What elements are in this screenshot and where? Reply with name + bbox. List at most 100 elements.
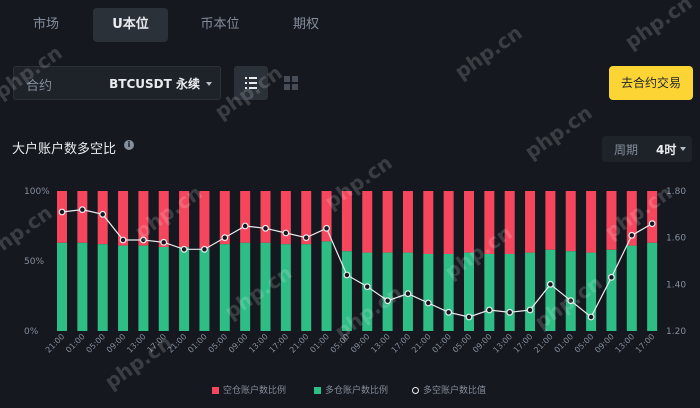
ratio-point xyxy=(526,306,534,314)
short-bar xyxy=(586,191,597,253)
x-axis-tick-label: 17:00 xyxy=(390,332,413,355)
x-axis-tick-label: 05:00 xyxy=(207,332,230,355)
short-bar xyxy=(423,191,434,254)
x-axis-tick-label: 01:00 xyxy=(430,332,453,355)
long-bar xyxy=(626,245,637,331)
right-axis-tick-label: 1.60 xyxy=(666,234,686,244)
x-axis-tick-label: 21:00 xyxy=(44,332,67,355)
legend-short[interactable]: 空仓账户数比例 xyxy=(212,383,286,396)
ratio-point xyxy=(241,222,249,230)
contract-value: BTCUSDT 永续 xyxy=(109,77,200,91)
x-axis-tick-label: 01:00 xyxy=(552,332,575,355)
info-icon[interactable]: i xyxy=(124,140,134,150)
long-bar xyxy=(362,252,373,331)
list-icon xyxy=(245,77,257,89)
x-axis-tick-label: 05:00 xyxy=(451,332,474,355)
long-bar xyxy=(525,252,536,331)
ratio-point xyxy=(445,308,453,316)
period-label: 周期 xyxy=(614,143,639,157)
x-axis-tick-label: 17:00 xyxy=(512,332,535,355)
left-axis-tick-label: 100% xyxy=(24,187,50,197)
short-bar xyxy=(565,191,576,252)
x-axis-tick-label: 21:00 xyxy=(532,332,555,355)
long-bar xyxy=(382,252,393,331)
tab-options[interactable]: 期权 xyxy=(292,17,319,32)
long-bar xyxy=(586,252,597,331)
left-axis-tick-label: 0% xyxy=(24,327,39,337)
ratio-point xyxy=(262,224,269,232)
grid-view-button[interactable] xyxy=(274,66,308,100)
x-axis-tick-label: 05:00 xyxy=(573,332,596,355)
x-axis-tick-label: 13:00 xyxy=(491,332,514,355)
short-bar xyxy=(647,191,658,243)
ratio-point xyxy=(160,238,168,246)
period-select[interactable]: 周期 4时 xyxy=(602,136,692,162)
contract-select[interactable]: 合约 BTCUSDT 永续 xyxy=(13,66,221,100)
ratio-ring-icon xyxy=(412,387,419,394)
long-swatch-icon xyxy=(314,387,321,394)
short-bar xyxy=(77,191,88,243)
long-bar xyxy=(179,247,190,331)
x-axis-tick-label: 13:00 xyxy=(369,332,392,355)
x-axis-tick-label: 13:00 xyxy=(247,332,270,355)
x-axis-tick-label: 17:00 xyxy=(268,332,291,355)
x-axis-tick-label: 09:00 xyxy=(349,332,372,355)
long-bar xyxy=(219,244,230,331)
ratio-point xyxy=(384,297,392,305)
short-bar xyxy=(179,191,190,247)
chevron-down-icon xyxy=(680,147,686,151)
x-axis-tick-label: 13:00 xyxy=(125,332,148,355)
tab-market[interactable]: 市场 xyxy=(32,17,59,32)
ratio-point xyxy=(180,245,188,253)
short-bar xyxy=(626,191,637,246)
ratio-point xyxy=(587,313,595,321)
x-axis-tick-label: 05:00 xyxy=(329,332,352,355)
short-bar xyxy=(402,191,413,253)
x-axis-tick-label: 09:00 xyxy=(227,332,250,355)
long-bar xyxy=(545,249,556,331)
ratio-point xyxy=(465,313,473,321)
ratio-point xyxy=(404,290,412,298)
long-bar xyxy=(280,244,291,331)
short-bar xyxy=(382,191,393,253)
ratio-point xyxy=(58,208,66,216)
tab-usdt-margined[interactable]: U本位 xyxy=(93,8,168,42)
short-bar xyxy=(545,191,556,250)
long-bar xyxy=(341,251,352,331)
long-bar xyxy=(423,254,434,331)
legend-long[interactable]: 多仓账户数比例 xyxy=(314,383,388,396)
right-axis-tick-label: 1.80 xyxy=(666,187,686,197)
go-futures-trade-button[interactable]: 去合约交易 xyxy=(609,66,693,100)
long-bar xyxy=(484,254,495,331)
long-bar xyxy=(199,248,210,331)
legend-ratio[interactable]: 多空账户数比值 xyxy=(412,383,486,396)
long-bar xyxy=(57,242,67,331)
market-tabs: 市场 U本位 币本位 期权 xyxy=(0,8,700,44)
x-axis-tick-label: 21:00 xyxy=(288,332,311,355)
short-bar xyxy=(158,191,169,247)
long-short-ratio-chart: 100%50%0%1.801.601.401.2021:0001:0005:00… xyxy=(24,187,686,355)
short-bar xyxy=(484,191,495,254)
ratio-point xyxy=(119,236,127,244)
ratio-point xyxy=(506,308,514,316)
short-bar xyxy=(606,191,617,250)
ratio-line xyxy=(61,209,653,318)
left-axis-tick-label: 50% xyxy=(24,257,44,267)
short-bar xyxy=(443,191,454,254)
x-axis-tick-label: 05:00 xyxy=(84,332,107,355)
list-view-button[interactable] xyxy=(234,66,268,100)
short-bar xyxy=(260,191,271,243)
long-bar xyxy=(240,242,251,331)
ratio-point xyxy=(343,271,351,279)
short-bar xyxy=(321,191,332,242)
ratio-point xyxy=(139,236,147,244)
tab-coin-margined[interactable]: 币本位 xyxy=(200,17,240,32)
long-bar xyxy=(138,245,149,331)
long-bar xyxy=(158,247,169,331)
long-bar xyxy=(504,254,515,331)
ratio-point xyxy=(302,234,310,242)
x-axis-tick-label: 09:00 xyxy=(593,332,616,355)
ratio-point xyxy=(485,306,493,314)
short-bar xyxy=(57,191,67,243)
short-bar xyxy=(280,191,291,245)
